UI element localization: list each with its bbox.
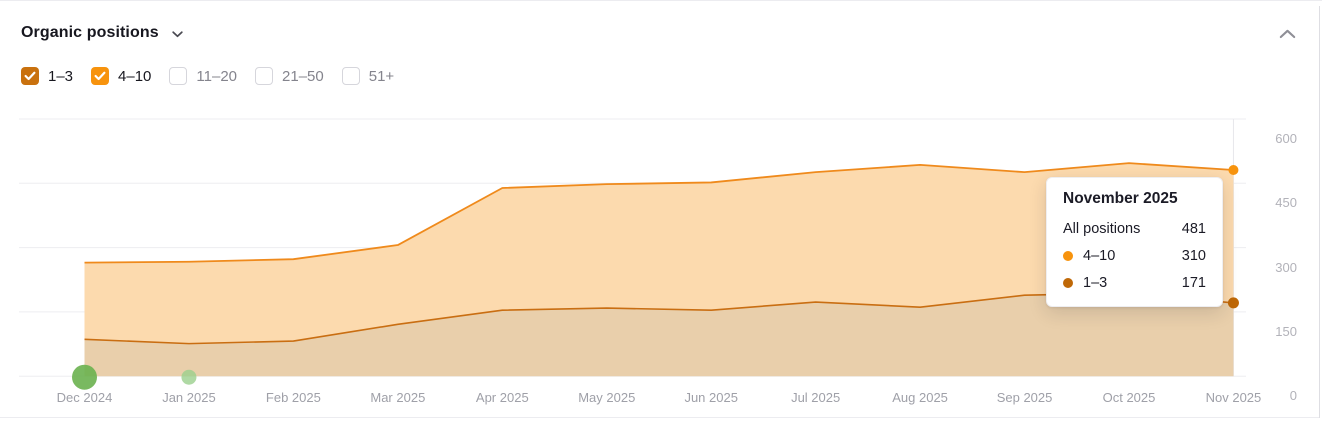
x-axis-label: Oct 2025 [1102, 390, 1156, 405]
endpoint-dot-4-10 [1228, 165, 1239, 176]
tooltip-row-1-3: 1–3 171 [1063, 269, 1206, 296]
tooltip-value: 481 [1181, 220, 1206, 237]
tooltip-label: All positions [1063, 220, 1141, 237]
x-axis-label: Jan 2025 [162, 390, 216, 405]
line-4-10 [84, 162, 1234, 264]
filter-label: 21–50 [282, 67, 324, 85]
filter-label: 1–3 [48, 67, 74, 85]
position-filter-51plus[interactable]: 51+ [341, 67, 395, 85]
y-axis-label: 300 [1275, 259, 1297, 275]
collapse-button[interactable] [1276, 26, 1298, 42]
widget-title: Organic positions [21, 24, 159, 41]
chart-tooltip: November 2025 All positions 481 4–10 310… [1046, 177, 1223, 307]
checkbox-checked [21, 67, 39, 85]
checkbox-unchecked [169, 67, 188, 85]
x-axis-label: Dec 2024 [56, 390, 113, 405]
x-axis-label: Apr 2025 [475, 390, 529, 405]
y-axis-label: 600 [1275, 131, 1297, 146]
x-axis-label: Jun 2025 [684, 390, 738, 405]
x-axis-label: Feb 2025 [265, 390, 321, 405]
tooltip-row-all-positions: All positions 481 [1063, 215, 1206, 242]
tooltip-dot-4-10 [1063, 250, 1073, 261]
filter-label: 4–10 [118, 67, 152, 85]
tooltip-dot-1-3 [1063, 277, 1073, 288]
checkmark-icon [94, 71, 106, 81]
y-axis-label: 150 [1275, 323, 1297, 339]
filter-label: 11–20 [196, 67, 238, 85]
line-1-3 [84, 292, 1234, 345]
y-axis-label: 0 [1289, 388, 1297, 404]
x-axis-label: Jul 2025 [791, 390, 841, 405]
area-1-3 [84, 293, 1234, 377]
tooltip-label: 1–3 [1083, 274, 1108, 291]
x-axis-label: Aug 2025 [892, 390, 948, 405]
position-filter-4-10[interactable]: 4–10 [91, 67, 151, 85]
filter-label: 51+ [368, 67, 395, 85]
x-axis-label: Nov 2025 [1205, 390, 1262, 405]
checkbox-unchecked [255, 67, 274, 85]
position-filter-21-50[interactable]: 21–50 [255, 67, 324, 85]
x-axis-label: May 2025 [578, 390, 636, 405]
area-4-10 [84, 163, 1234, 344]
tooltip-value: 171 [1181, 274, 1206, 291]
position-filter-11-20[interactable]: 11–20 [169, 67, 237, 85]
x-axis-label: Mar 2025 [370, 390, 426, 405]
chevron-down-icon[interactable] [172, 31, 183, 38]
endpoint-dot-1-3 [1227, 297, 1239, 309]
checkbox-unchecked [341, 67, 360, 85]
x-axis-label: Sep 2025 [996, 390, 1053, 405]
tooltip-row-4-10: 4–10 310 [1063, 242, 1206, 269]
checkbox-checked [91, 67, 110, 85]
tooltip-value: 310 [1181, 247, 1206, 264]
annotation-dot[interactable] [181, 369, 197, 385]
y-axis-label: 450 [1275, 195, 1297, 211]
widget-border-top [0, 0, 1322, 1]
widget-border-right [1319, 6, 1320, 418]
position-filters: 1–3 4–10 11–20 21–50 51+ [21, 67, 394, 85]
chevron-up-icon [1279, 29, 1295, 38]
tooltip-label: 4–10 [1083, 247, 1116, 264]
position-filter-1-3[interactable]: 1–3 [21, 67, 73, 85]
checkmark-icon [24, 71, 36, 81]
widget-border-bottom [0, 417, 1319, 418]
tooltip-title: November 2025 [1063, 190, 1178, 207]
annotation-dot[interactable] [72, 364, 97, 390]
